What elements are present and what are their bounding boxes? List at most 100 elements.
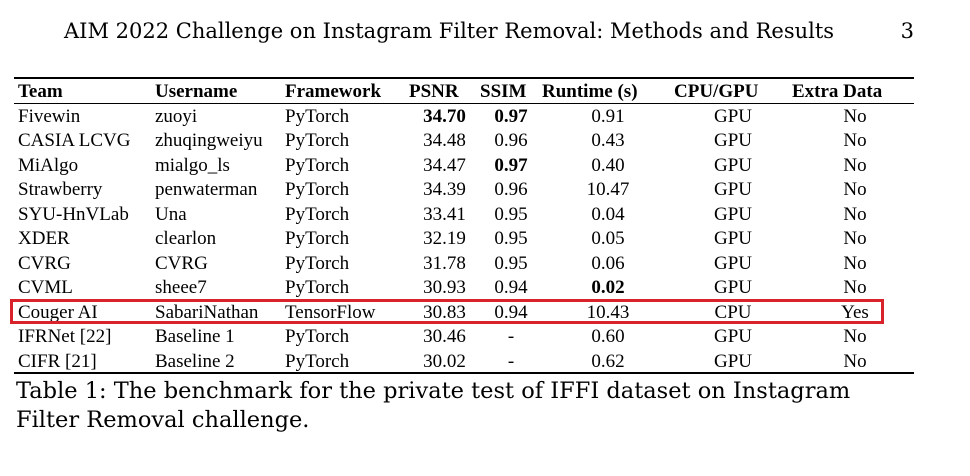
cell-psnr: 30.93 xyxy=(423,277,466,299)
cell-psnr: 34.39 xyxy=(423,179,466,201)
cell-extra-data: No xyxy=(843,277,867,299)
cell-psnr: 30.46 xyxy=(423,326,466,348)
column-header-extra-data: Extra Data xyxy=(792,81,883,103)
cell-psnr: 32.19 xyxy=(423,228,466,250)
cell-framework: PyTorch xyxy=(285,228,350,250)
column-header-ssim: SSIM xyxy=(480,81,527,103)
cell-runtime: 0.62 xyxy=(591,350,625,372)
cell-username: Baseline 2 xyxy=(155,350,235,372)
cell-runtime: 10.47 xyxy=(586,179,630,201)
column-header-psnr: PSNR xyxy=(409,81,459,103)
table-row: IFRNet [22] Baseline 1 PyTorch 30.46 - 0.60 GP… xyxy=(14,325,918,350)
cell-ssim: 0.94 xyxy=(494,301,528,323)
cell-username: sheee7 xyxy=(155,277,207,299)
cell-psnr: 34.70 xyxy=(423,105,466,127)
cell-framework: PyTorch xyxy=(285,154,350,176)
cell-cpu-gpu: GPU xyxy=(713,252,752,274)
cell-extra-data: No xyxy=(843,350,867,372)
table-caption: Table 1: The benchmark for the private t… xyxy=(16,378,851,433)
column-header-runtime: Runtime (s) xyxy=(542,81,638,103)
cell-runtime: 0.40 xyxy=(591,154,625,176)
cell-framework: PyTorch xyxy=(285,130,350,152)
cell-team: CASIA LCVG xyxy=(18,130,131,152)
cell-runtime: 10.43 xyxy=(586,301,630,323)
cell-cpu-gpu: GPU xyxy=(713,326,752,348)
cell-cpu-gpu: GPU xyxy=(713,350,752,372)
column-header-cpu-gpu: CPU/GPU xyxy=(674,81,759,103)
cell-ssim: 0.97 xyxy=(494,105,528,127)
cell-cpu-gpu: CPU xyxy=(714,301,752,323)
cell-runtime: 0.06 xyxy=(591,252,625,274)
cell-extra-data: Yes xyxy=(841,301,869,323)
cell-team: Strawberry xyxy=(18,179,103,201)
table-row: Fivewin zuoyi PyTorch 34.70 0.97 0.91 GPU No xyxy=(14,105,918,130)
cell-cpu-gpu: GPU xyxy=(713,179,752,201)
cell-framework: PyTorch xyxy=(285,326,350,348)
cell-ssim: 0.95 xyxy=(494,203,528,225)
table-header-rule xyxy=(14,103,914,104)
cell-psnr: 30.02 xyxy=(423,350,466,372)
cell-username: CVRG xyxy=(155,252,208,274)
cell-framework: PyTorch xyxy=(285,252,350,274)
cell-extra-data: No xyxy=(843,179,867,201)
cell-team: Fivewin xyxy=(18,105,81,127)
cell-team: MiAlgo xyxy=(18,154,79,176)
cell-framework: PyTorch xyxy=(285,350,350,372)
table-row: CASIA LCVG zhuqingweiyu PyTorch 34.48 0.96 0.… xyxy=(14,129,918,154)
cell-ssim: - xyxy=(507,326,515,348)
cell-ssim: 0.97 xyxy=(494,154,528,176)
cell-framework: PyTorch xyxy=(285,277,350,299)
cell-runtime: 0.04 xyxy=(591,203,625,225)
cell-cpu-gpu: GPU xyxy=(713,130,752,152)
cell-extra-data: No xyxy=(843,105,867,127)
cell-framework: PyTorch xyxy=(285,105,350,127)
cell-team: CVML xyxy=(18,277,73,299)
cell-ssim: 0.96 xyxy=(494,179,528,201)
cell-team: XDER xyxy=(18,228,70,250)
table-row: Strawberry penwaterman PyTorch 34.39 0.96 10.… xyxy=(14,178,918,203)
cell-extra-data: No xyxy=(843,326,867,348)
cell-cpu-gpu: GPU xyxy=(713,277,752,299)
cell-extra-data: No xyxy=(843,252,867,274)
column-header-framework: Framework xyxy=(285,81,382,103)
cell-username: SabariNathan xyxy=(155,301,259,323)
cell-extra-data: No xyxy=(843,228,867,250)
cell-ssim: 0.94 xyxy=(494,277,528,299)
cell-runtime: 0.05 xyxy=(591,228,625,250)
cell-team: IFRNet [22] xyxy=(18,326,112,348)
cell-username: clearlon xyxy=(155,228,217,250)
cell-runtime: 0.60 xyxy=(591,326,625,348)
cell-cpu-gpu: GPU xyxy=(713,154,752,176)
table-row: XDER clearlon PyTorch 32.19 0.95 0.05 GPU No xyxy=(14,227,918,252)
table-row: CIFR [21] Baseline 2 PyTorch 30.02 - 0.62 GPU N… xyxy=(14,350,918,375)
cell-ssim: 0.96 xyxy=(494,130,528,152)
cell-framework: PyTorch xyxy=(285,179,350,201)
cell-team: Couger AI xyxy=(18,301,98,323)
cell-cpu-gpu: GPU xyxy=(713,105,752,127)
cell-username: penwaterman xyxy=(155,179,258,201)
table-header-row: Team Username Framework PSNR SSIM Runtim… xyxy=(14,80,918,105)
cell-cpu-gpu: GPU xyxy=(713,203,752,225)
column-header-team: Team xyxy=(18,81,63,103)
benchmark-table: Team Username Framework PSNR SSIM Runtim… xyxy=(14,80,918,374)
cell-runtime: 0.02 xyxy=(591,277,625,299)
cell-framework: TensorFlow xyxy=(285,301,376,323)
table-row: CVRG CVRG PyTorch 31.78 0.95 0.06 GPU No xyxy=(14,252,918,277)
cell-username: Baseline 1 xyxy=(155,326,235,348)
cell-psnr: 33.41 xyxy=(423,203,466,225)
cell-team: CVRG xyxy=(18,252,71,274)
cell-extra-data: No xyxy=(843,154,867,176)
cell-team: SYU-HnVLab xyxy=(18,203,129,225)
cell-psnr: 30.83 xyxy=(423,301,466,323)
table-row: SYU-HnVLab Una PyTorch 33.41 0.95 0.04 GPU No xyxy=(14,203,918,228)
cell-cpu-gpu: GPU xyxy=(713,228,752,250)
table-body: Fivewin zuoyi PyTorch 34.70 0.97 0.91 GPU No CAS… xyxy=(14,105,918,375)
cell-runtime: 0.91 xyxy=(591,105,625,127)
cell-runtime: 0.43 xyxy=(591,130,625,152)
table-row: CVML sheee7 PyTorch 30.93 0.94 0.02 GPU No xyxy=(14,276,918,301)
table-row: MiAlgo mialgo_ls PyTorch 34.47 0.97 0.40 GPU No xyxy=(14,154,918,179)
cell-ssim: 0.95 xyxy=(494,252,528,274)
cell-team: CIFR [21] xyxy=(18,350,97,372)
cell-ssim: 0.95 xyxy=(494,228,528,250)
cell-framework: PyTorch xyxy=(285,203,350,225)
